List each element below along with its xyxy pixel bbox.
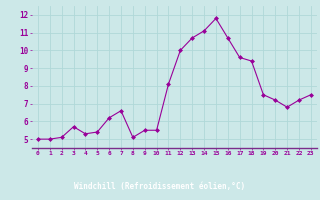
- Text: Windchill (Refroidissement éolien,°C): Windchill (Refroidissement éolien,°C): [75, 182, 245, 192]
